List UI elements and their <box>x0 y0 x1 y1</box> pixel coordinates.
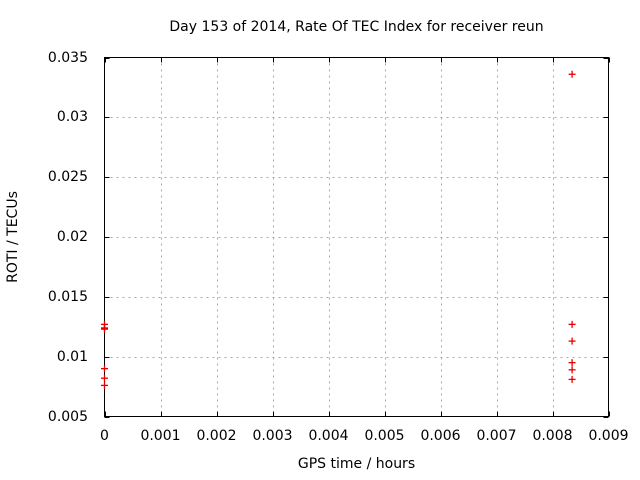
y-tick-label: 0.015 <box>47 289 88 305</box>
y-tick-label: 0.01 <box>56 349 88 365</box>
y-tick-label: 0.03 <box>56 109 88 125</box>
x-tick-label: 0.006 <box>420 428 461 444</box>
y-tick-label: 0.02 <box>56 229 88 245</box>
x-tick-label: 0.007 <box>476 428 517 444</box>
x-axis-title: GPS time / hours <box>297 456 416 472</box>
x-tick-label: 0.008 <box>532 428 573 444</box>
y-tick-label: 0.035 <box>47 50 88 66</box>
chart-title: Day 153 of 2014, Rate Of TEC Index for r… <box>169 19 544 35</box>
y-tick-label: 0.025 <box>47 169 88 185</box>
x-tick-label: 0.009 <box>588 428 629 444</box>
x-tick-label: 0.002 <box>196 428 237 444</box>
x-tick-label: 0.003 <box>252 428 293 444</box>
x-tick-label: 0.004 <box>308 428 349 444</box>
x-tick-label: 0.001 <box>140 428 181 444</box>
plot-border <box>104 57 609 417</box>
x-tick-label: 0 <box>100 428 109 444</box>
x-tick-label: 0.005 <box>364 428 405 444</box>
y-tick-label: 0.005 <box>47 409 88 425</box>
